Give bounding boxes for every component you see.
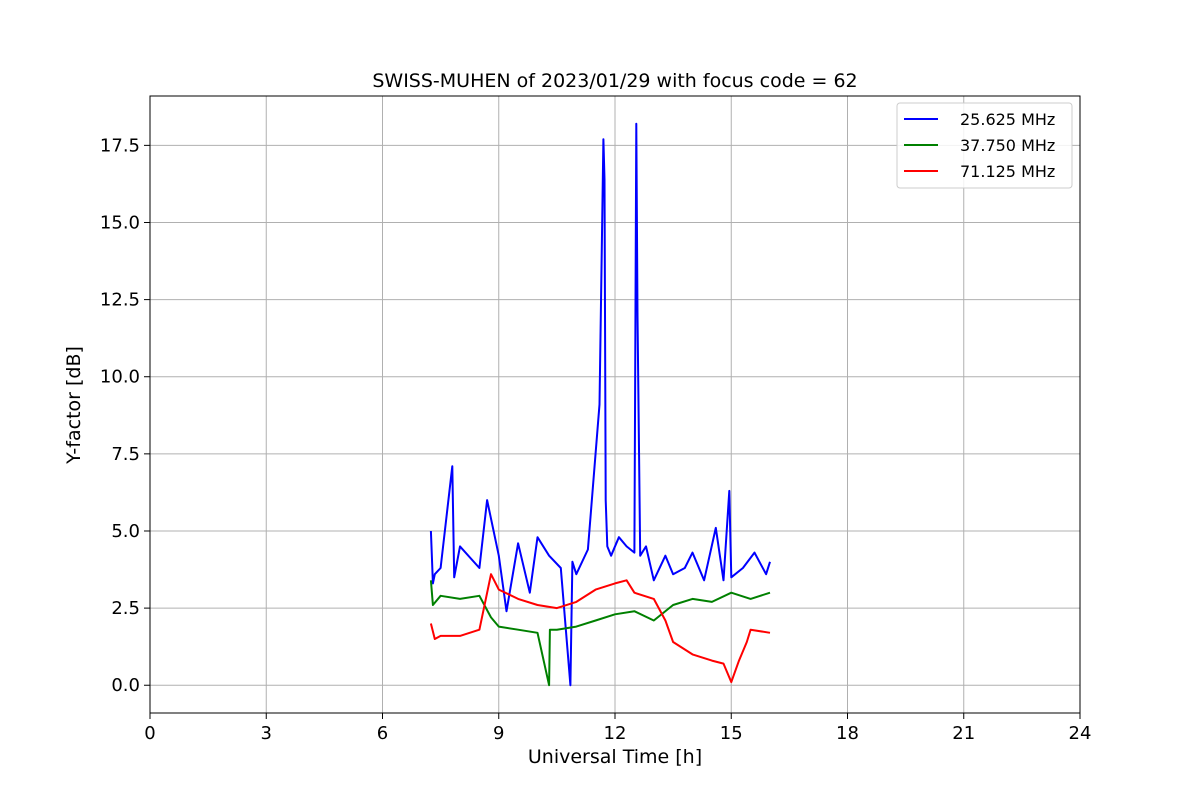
series-line-0 bbox=[429, 122, 771, 687]
chart-title: SWISS-MUHEN of 2023/01/29 with focus cod… bbox=[372, 70, 857, 92]
y-tick-label: 15.0 bbox=[100, 212, 140, 233]
x-tick-label: 12 bbox=[604, 723, 627, 744]
x-axis-ticks: 0 3 6 9 12 15 18 21 24 bbox=[144, 713, 1091, 744]
y-axis-ticks: 0.0 2.5 5.0 7.5 10.0 12.5 15.0 17.5 bbox=[100, 135, 150, 696]
grid bbox=[149, 96, 1081, 713]
legend: 25.625 MHz 37.750 MHz 71.125 MHz bbox=[896, 102, 1073, 189]
y-tick-label: 17.5 bbox=[100, 135, 140, 156]
x-tick-label: 21 bbox=[952, 723, 975, 744]
x-tick-label: 9 bbox=[493, 723, 504, 744]
x-tick-label: 24 bbox=[1069, 723, 1092, 744]
x-tick-label: 0 bbox=[144, 723, 155, 744]
legend-box bbox=[896, 102, 1073, 189]
legend-label: 37.750 MHz bbox=[960, 136, 1055, 155]
x-tick-label: 3 bbox=[261, 723, 272, 744]
y-tick-label: 5.0 bbox=[111, 521, 140, 542]
legend-label: 71.125 MHz bbox=[960, 162, 1055, 181]
y-axis-label: Y-factor [dB] bbox=[63, 346, 85, 465]
x-tick-label: 15 bbox=[720, 723, 743, 744]
x-tick-label: 6 bbox=[377, 723, 388, 744]
y-tick-label: 7.5 bbox=[111, 444, 140, 465]
series-line-1 bbox=[429, 580, 771, 687]
y-tick-label: 0.0 bbox=[111, 675, 140, 696]
x-axis-label: Universal Time [h] bbox=[528, 746, 702, 768]
y-tick-label: 12.5 bbox=[100, 290, 140, 311]
y-tick-label: 2.5 bbox=[111, 598, 140, 619]
x-tick-label: 18 bbox=[836, 723, 859, 744]
series-line-2 bbox=[429, 573, 771, 684]
y-tick-label: 10.0 bbox=[100, 367, 140, 388]
legend-label: 25.625 MHz bbox=[960, 110, 1055, 129]
series-lines bbox=[429, 122, 771, 687]
